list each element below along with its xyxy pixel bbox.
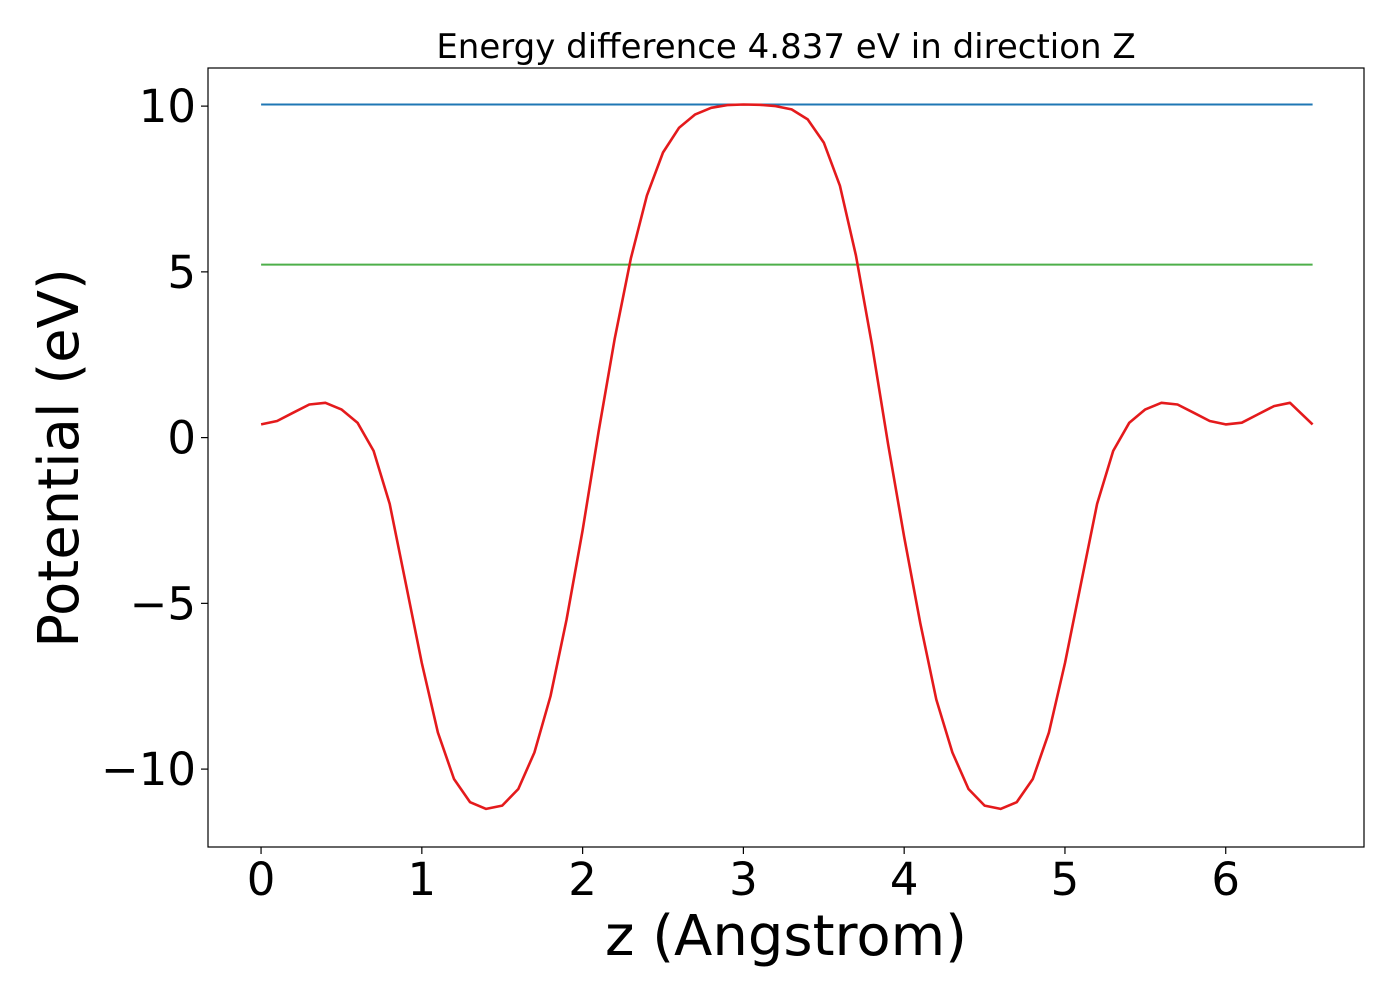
x-tick-label: 6: [1211, 853, 1240, 906]
x-tick-label: 5: [1051, 853, 1080, 906]
y-tick-label: −10: [101, 743, 196, 796]
y-tick-label: −5: [130, 577, 196, 630]
y-tick-label: 0: [167, 412, 196, 465]
x-tick-label: 2: [568, 853, 597, 906]
y-tick-label: 5: [167, 246, 196, 299]
x-tick-label: 0: [247, 853, 276, 906]
chart-title: Energy difference 4.837 eV in direction …: [436, 27, 1135, 67]
y-axis-label: Potential (eV): [27, 268, 92, 648]
y-tick-label: 10: [139, 80, 196, 133]
plot-frame: [207, 67, 1365, 848]
series-line-3: [260, 103, 1314, 811]
x-tick-label: 1: [408, 853, 437, 906]
x-axis: 0 1 2 3 4 5 6: [247, 847, 1240, 906]
x-tick-label: 4: [890, 853, 919, 906]
x-axis-label: z (Angstrom): [605, 904, 967, 969]
x-tick-label: 3: [729, 853, 758, 906]
y-axis: −10 −5 0 5 10: [101, 80, 208, 796]
series-layer: [260, 103, 1314, 811]
